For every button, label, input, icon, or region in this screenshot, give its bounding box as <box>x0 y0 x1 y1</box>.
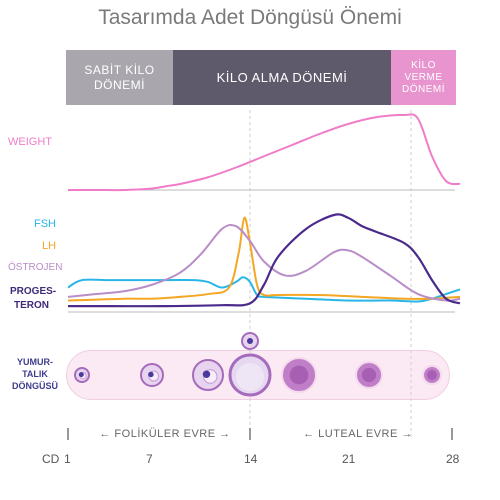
series-line-weight <box>67 113 461 192</box>
cd-tick-28: 28 <box>446 452 460 466</box>
follicle-5 <box>355 361 383 389</box>
progesterone-label-2: TERON <box>14 300 49 311</box>
series-line--strojen <box>67 223 461 302</box>
follicle-1 <box>140 363 164 387</box>
follicle-3 <box>228 353 272 397</box>
cd-tick-14: 14 <box>244 452 258 466</box>
cd-tick-7: 7 <box>146 452 153 466</box>
follicle-2 <box>192 359 224 391</box>
series-line-proges-teron <box>68 213 461 308</box>
fsh-label: FSH <box>34 218 56 230</box>
cd-axis-label: CD <box>42 452 60 466</box>
phase-stable-weight: SABİT KİLO DÖNEMİ <box>66 50 173 105</box>
cd-tick-21: 21 <box>342 452 356 466</box>
follicle-6 <box>422 365 442 385</box>
released-egg <box>241 332 259 350</box>
luteal-phase-label: ← LUTEAL EVRE → <box>303 428 413 440</box>
series-line-fsh <box>67 276 461 303</box>
ovarian-cycle-label: YUMUR- TALIK DÖNGÜSÜ <box>11 357 58 391</box>
estrogen-label: ÖSTROJEN <box>8 262 63 273</box>
follicular-phase-label: ← FOLİKÜLER EVRE → <box>99 428 231 440</box>
phase-weight-loss: KİLO VERME DÖNEMİ <box>391 50 456 105</box>
follicle-0 <box>74 367 90 383</box>
series-line-lh <box>67 216 461 302</box>
cd-tick-1: 1 <box>64 452 71 466</box>
luteal-phase-text: LUTEAL EVRE <box>318 428 398 440</box>
progesterone-label-1: PROGES- <box>10 286 57 297</box>
follicular-phase-text: FOLİKÜLER EVRE <box>114 428 216 440</box>
follicle-4 <box>281 357 317 393</box>
phase-weight-gain: KİLO ALMA DÖNEMİ <box>173 50 391 105</box>
lh-label: LH <box>42 240 57 252</box>
weight-label: WEIGHT <box>8 136 52 148</box>
page-title: Tasarımda Adet Döngüsü Önemi <box>98 6 402 29</box>
